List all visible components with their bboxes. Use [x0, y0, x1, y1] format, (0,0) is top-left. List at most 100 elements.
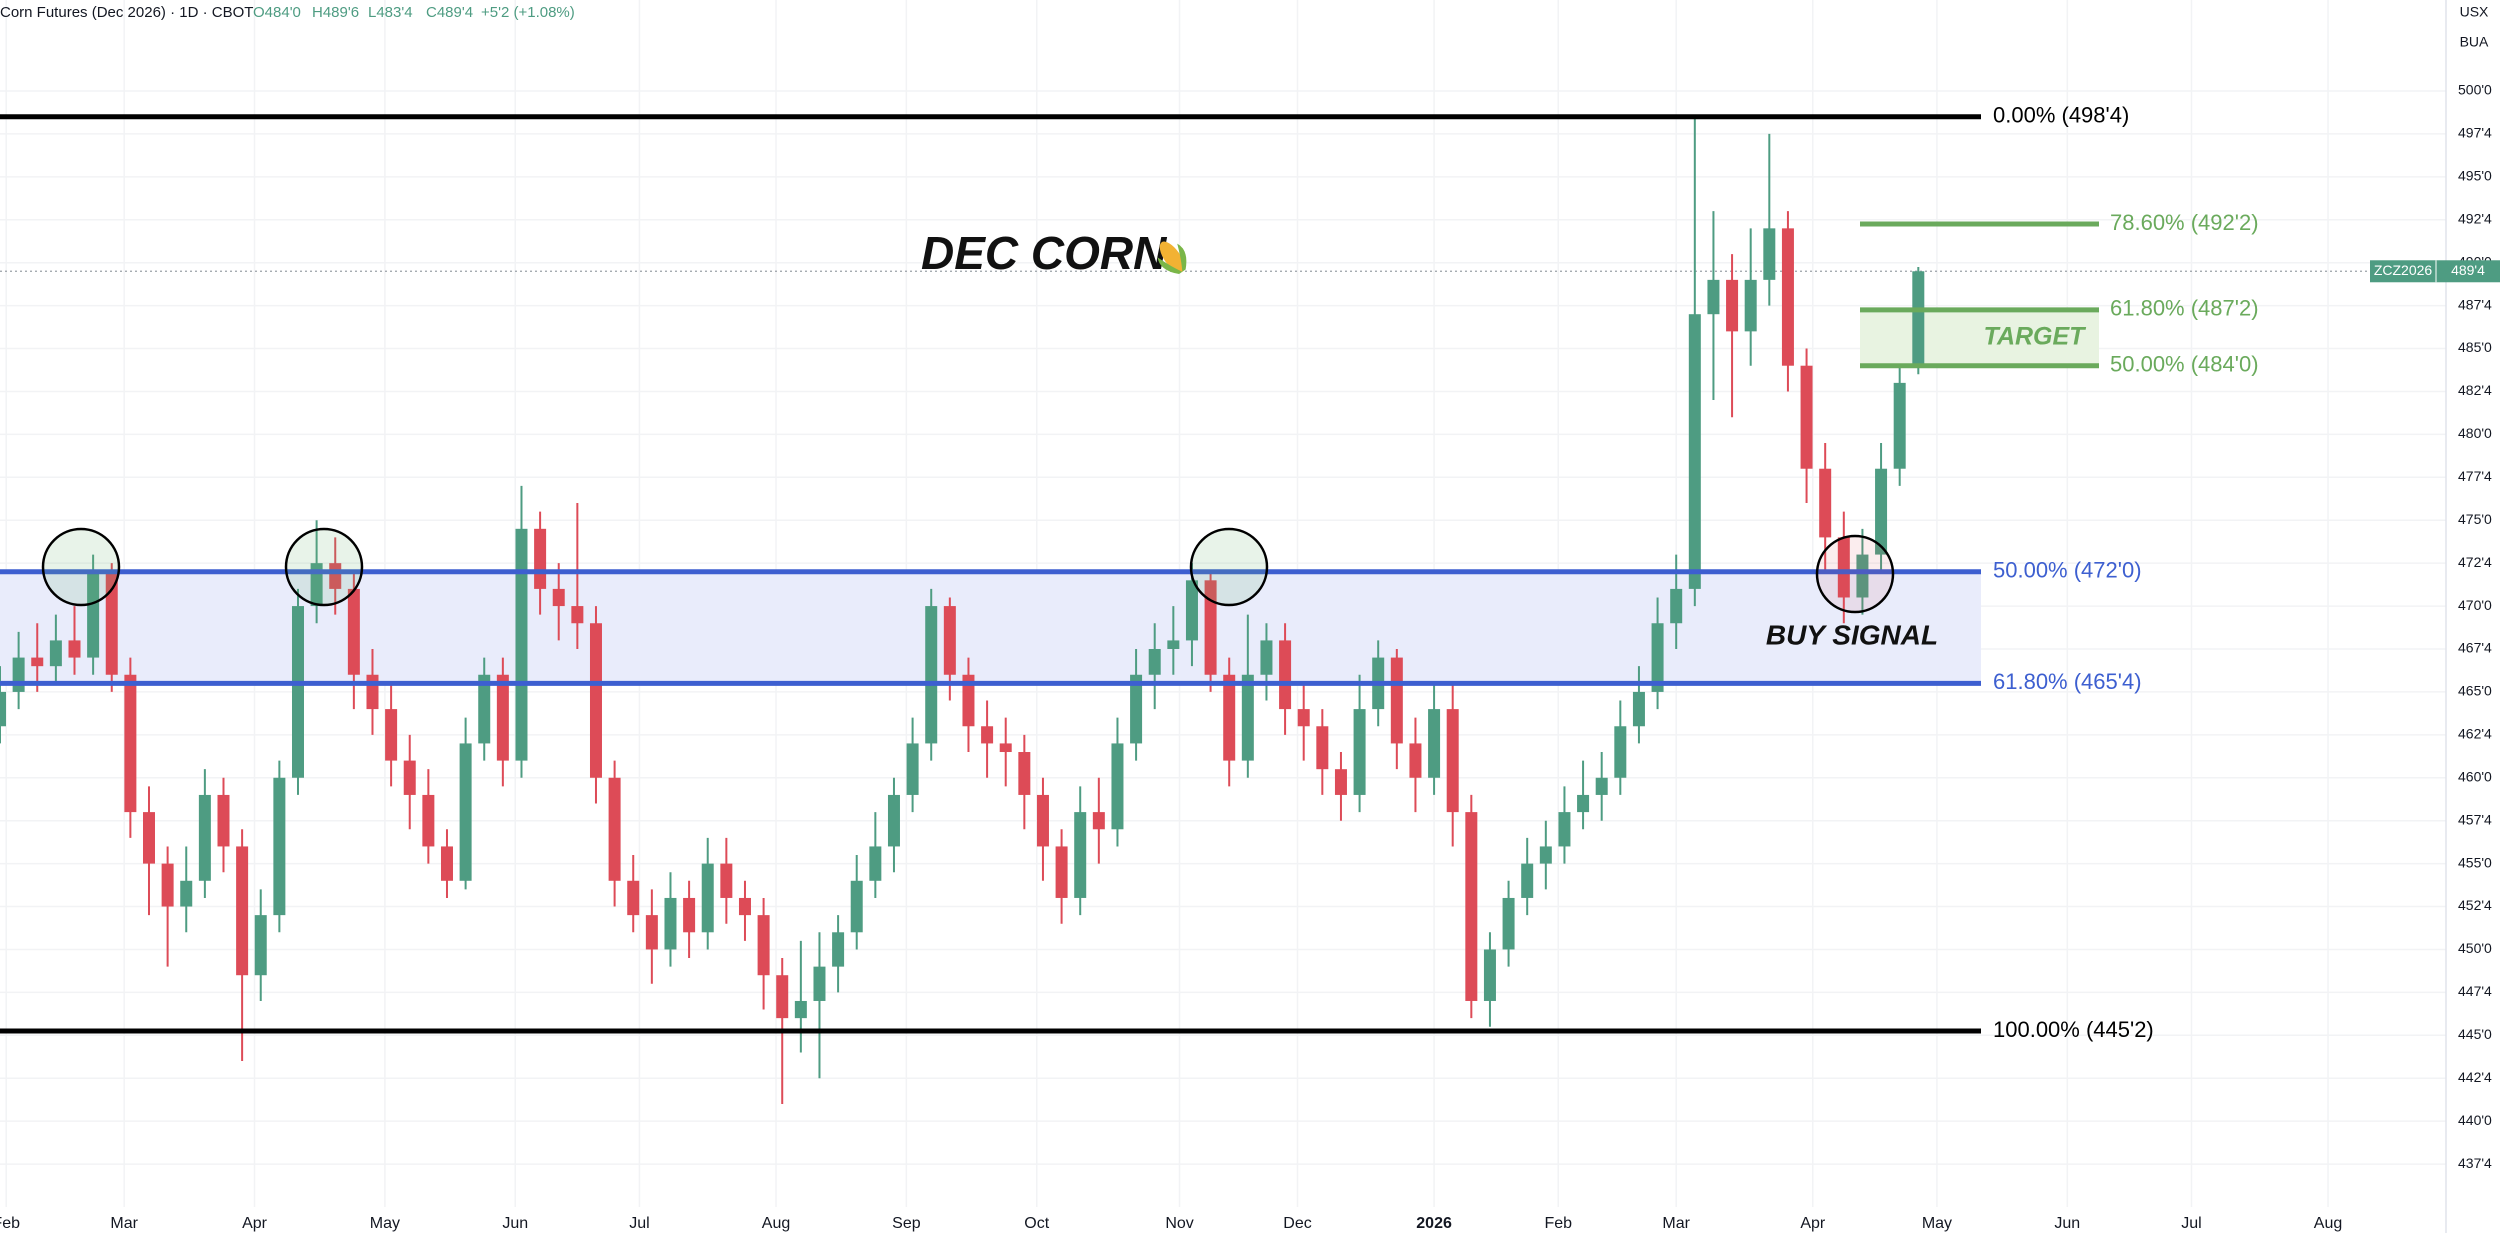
candle-body — [496, 674, 509, 761]
x-tick-label: Feb — [1544, 1215, 1572, 1232]
y-tick-label: 487'4 — [2458, 296, 2492, 312]
header-quote: +5'2 (+1.08%) — [481, 4, 575, 21]
candle-body — [1167, 640, 1180, 649]
candle-body — [1688, 314, 1701, 589]
candles — [0, 116, 1925, 1104]
candle-body — [254, 915, 267, 976]
candle-body — [869, 846, 882, 881]
x-tick-label: May — [370, 1215, 400, 1232]
candle-body — [1279, 640, 1292, 710]
y-tick-label: 482'4 — [2458, 382, 2492, 398]
candle-body — [738, 897, 751, 916]
y-tick-label: 470'0 — [2458, 597, 2492, 613]
candle-body — [832, 932, 845, 967]
candle-body — [1912, 271, 1925, 366]
candle-body — [776, 975, 789, 1019]
zone-label: TARGET — [1984, 322, 2088, 350]
candle-body — [1241, 674, 1254, 761]
candle-body — [1558, 812, 1571, 847]
candle-body — [962, 674, 975, 727]
circle — [284, 527, 364, 607]
candle-body — [813, 966, 826, 1001]
price-axis: 437'4 440'0 442'4 445'0 447'4 450'0 452'4 455'0… — [2370, 0, 2500, 1233]
level-label: 61.80% (465'4) — [1993, 669, 2142, 694]
y-tick-label: 452'4 — [2458, 897, 2492, 913]
x-tick-label: Jun — [502, 1215, 528, 1232]
candle-body — [1353, 709, 1366, 795]
axis-unit: USX — [2460, 4, 2489, 20]
y-tick-label: 460'0 — [2458, 768, 2492, 784]
y-tick-label: 475'0 — [2458, 511, 2492, 527]
x-tick-label: Aug — [762, 1215, 790, 1232]
y-tick-label: 447'4 — [2458, 983, 2492, 999]
candle-body — [1707, 279, 1720, 315]
header-title: Corn Futures (Dec 2026) · 1D · CBOT — [0, 4, 253, 21]
candle-body — [87, 571, 100, 658]
x-tick-label: Oct — [1024, 1215, 1049, 1232]
circle — [41, 527, 121, 607]
candle-body — [12, 657, 25, 692]
candle-body — [1204, 580, 1217, 675]
level-label: 100.00% (445'2) — [1993, 1017, 2154, 1042]
axis-background — [2446, 0, 2500, 1207]
bands — [0, 309, 2099, 684]
y-tick-label: 495'0 — [2458, 168, 2492, 184]
candle-body — [217, 794, 230, 847]
y-tick-label: 437'4 — [2458, 1155, 2492, 1171]
x-tick-label: May — [1922, 1215, 1952, 1232]
highlight-circles — [41, 527, 1895, 614]
y-tick-label: 462'4 — [2458, 726, 2492, 742]
candle-body — [366, 674, 379, 710]
candle-body — [1297, 709, 1310, 727]
candle-body — [1670, 588, 1683, 624]
candle-body — [552, 588, 565, 607]
y-tick-label: 457'4 — [2458, 811, 2492, 827]
candle-body — [906, 743, 919, 795]
candle-body — [589, 623, 602, 778]
candle-body — [627, 880, 640, 916]
header-quote: C489'4 — [426, 4, 473, 21]
candle-body — [422, 794, 435, 847]
candle-body — [1334, 769, 1347, 795]
circle — [1189, 527, 1269, 607]
candle-body — [1092, 812, 1105, 830]
candle-body — [0, 691, 6, 727]
y-tick-label: 450'0 — [2458, 940, 2492, 956]
candle-body — [1390, 657, 1403, 744]
x-tick-label: Feb — [0, 1215, 20, 1232]
candle-body — [1651, 623, 1664, 692]
candle-body — [198, 794, 211, 881]
y-tick-label: 492'4 — [2458, 210, 2492, 226]
candle-body — [1446, 709, 1459, 813]
candle-body — [1185, 580, 1198, 641]
x-tick-label: 2026 — [1416, 1215, 1452, 1232]
candle-body — [1148, 648, 1161, 675]
x-tick-label: Mar — [110, 1215, 138, 1232]
candle-body — [1539, 846, 1552, 864]
price-tag-symbol: ZCZ2026 — [2374, 262, 2433, 278]
candle-body — [31, 657, 44, 667]
candle-body — [49, 640, 62, 667]
candle-body — [701, 863, 714, 933]
price-tag — [2370, 260, 2500, 283]
candle-body — [664, 897, 677, 950]
levels: 0.00% (498'4) 50.00% (472'0) 61.80% (465'4… — [0, 103, 2259, 1042]
candle-body — [1223, 674, 1236, 761]
candle-body — [608, 777, 621, 881]
candle-body — [1483, 949, 1496, 1001]
candle-body — [1744, 279, 1757, 332]
candle-body — [943, 606, 956, 675]
y-tick-label: 455'0 — [2458, 854, 2492, 870]
candle-body — [683, 897, 696, 933]
level-label: 78.60% (492'2) — [2110, 210, 2259, 235]
header: Corn Futures (Dec 2026) · 1D · CBOT O484'… — [0, 4, 575, 21]
candle-body — [1316, 726, 1329, 770]
candle-body — [534, 528, 547, 589]
x-tick-label: Mar — [1662, 1215, 1690, 1232]
candle-body — [403, 760, 416, 795]
x-tick-label: Jul — [2181, 1215, 2201, 1232]
header-quote: O484'0 — [253, 4, 301, 21]
candle-body — [925, 606, 938, 744]
candle-body — [1837, 537, 1850, 598]
